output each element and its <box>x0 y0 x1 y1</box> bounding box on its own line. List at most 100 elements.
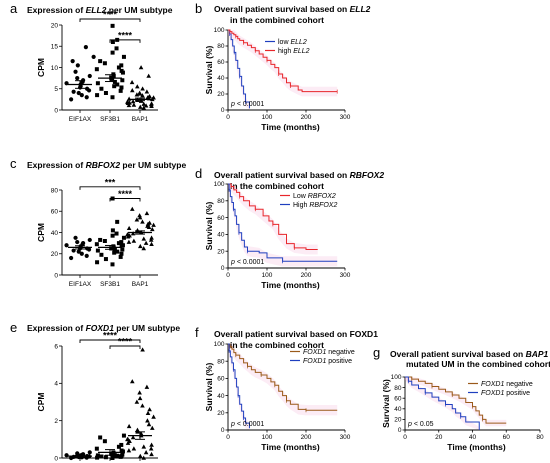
data-point <box>129 379 135 384</box>
p-value: p < 0.0001 <box>230 259 264 266</box>
data-point <box>64 243 69 248</box>
panel-title: Overall patient survival based on ELL2 <box>214 4 371 14</box>
data-point <box>118 254 123 259</box>
data-point <box>71 89 76 94</box>
y-tick-label: 60 <box>217 59 225 66</box>
data-point <box>126 225 132 231</box>
data-point <box>147 220 152 225</box>
data-point <box>141 101 147 106</box>
significance-bracket <box>79 186 141 190</box>
data-point <box>114 46 119 51</box>
data-point <box>125 436 130 442</box>
data-point <box>102 239 107 243</box>
series-Low RBFOX2 <box>228 183 318 255</box>
y-tick-label: 80 <box>217 358 225 365</box>
x-tick-label: SF3B1 <box>100 116 120 123</box>
significance-label: **** <box>118 30 133 40</box>
legend-entry: low ELL2 <box>278 39 307 46</box>
y-tick-label: 100 <box>391 374 402 381</box>
series-low ELL2 <box>228 29 250 110</box>
data-point <box>141 455 147 460</box>
legend: FOXD1 negative FOXD1 positive <box>290 349 355 365</box>
data-point <box>144 210 150 216</box>
x-tick-label: 40 <box>469 434 477 441</box>
confidence-band <box>228 184 338 267</box>
x-tick-label: 300 <box>340 114 351 121</box>
panel-label: f <box>195 325 199 340</box>
data-point <box>76 249 81 254</box>
data-point <box>137 213 142 218</box>
data-point <box>71 248 76 253</box>
data-point <box>149 101 154 106</box>
data-point <box>110 50 115 55</box>
y-tick-label: 40 <box>217 232 225 239</box>
y-tick-label: 100 <box>214 181 225 188</box>
data-point <box>75 76 80 81</box>
survival-curve <box>228 183 338 262</box>
data-point <box>137 390 142 395</box>
data-point <box>130 231 136 236</box>
y-tick-label: 40 <box>217 75 225 82</box>
x-axis-label: Time (months) <box>447 442 506 452</box>
data-point <box>115 249 120 254</box>
p-value: p < 0.0001 <box>230 421 264 428</box>
data-point <box>121 433 126 438</box>
x-tick-label: BAP1 <box>132 281 149 288</box>
x-tick-label: BAP1 <box>132 116 149 123</box>
data-point <box>140 403 145 408</box>
data-point <box>137 90 142 95</box>
data-point <box>129 206 135 211</box>
data-point <box>146 422 152 427</box>
y-tick-label: 60 <box>217 215 225 222</box>
data-point <box>116 444 121 449</box>
data-point <box>145 223 150 228</box>
panel-label: d <box>195 166 202 181</box>
x-axis-label: Time (months) <box>261 280 320 290</box>
group-EIF1AX <box>64 450 92 461</box>
panel-label: c <box>10 156 17 171</box>
data-point <box>140 93 145 98</box>
y-axis-label: CPM <box>36 223 46 242</box>
data-point <box>120 452 125 457</box>
panel-label: b <box>195 1 202 16</box>
x-tick-label: 300 <box>340 272 351 279</box>
data-point <box>120 78 125 83</box>
data-point <box>81 241 86 246</box>
group-SF3B1 <box>94 23 126 100</box>
y-tick-label: 2 <box>54 418 58 425</box>
x-tick-label: 0 <box>403 434 407 441</box>
legend-entry: FOXD1 positive <box>303 358 352 365</box>
confidence-band <box>228 30 338 97</box>
panel-label: e <box>10 320 17 335</box>
survival-curve <box>228 29 250 109</box>
data-point <box>148 237 154 242</box>
panel-title: Expression of FOXD1 per UM subtype <box>27 323 180 333</box>
confidence-band <box>228 184 318 255</box>
data-point <box>75 63 80 68</box>
significance-label: **** <box>103 331 118 341</box>
panel-title: Overall patient survival based on FOXD1 <box>214 329 378 339</box>
data-point <box>98 237 103 242</box>
series-FOXD1 negative <box>405 376 507 427</box>
legend-entry: FOXD1 negative <box>303 349 355 356</box>
x-tick-label: 100 <box>262 272 273 279</box>
data-point <box>145 418 150 423</box>
y-tick-label: 5 <box>54 86 58 93</box>
data-point <box>69 97 74 102</box>
data-point <box>64 453 69 458</box>
y-tick-label: 80 <box>394 385 402 392</box>
data-point <box>140 86 145 91</box>
confidence-band <box>228 344 338 416</box>
data-point <box>73 235 78 240</box>
data-point <box>134 399 140 404</box>
significance-label: **** <box>118 337 133 347</box>
data-point <box>149 451 154 457</box>
group-BAP1 <box>125 206 156 251</box>
data-point <box>120 247 125 252</box>
panel-c: c Expression of RBFOX2 per UM subtype 0 20 4… <box>10 156 186 288</box>
y-tick-label: 6 <box>54 343 58 350</box>
data-point <box>110 23 115 28</box>
data-point <box>121 54 126 59</box>
y-tick-label: 0 <box>54 107 58 114</box>
